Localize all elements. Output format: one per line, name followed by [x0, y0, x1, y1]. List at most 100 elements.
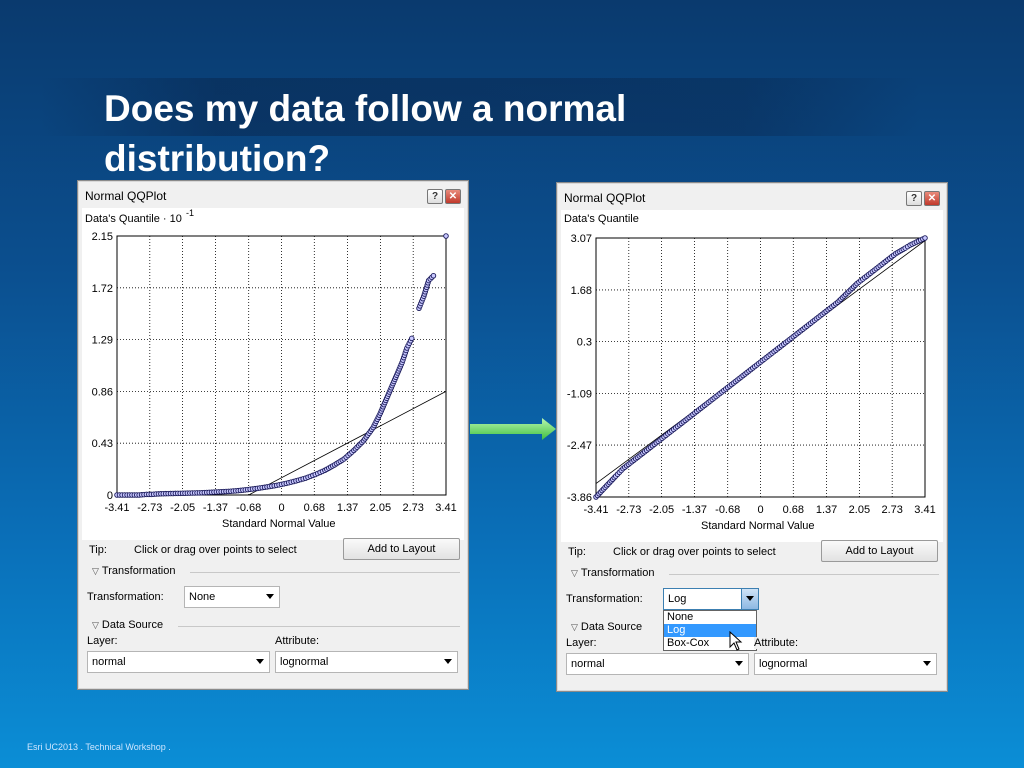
y-tick-label: 0 [107, 490, 113, 502]
close-icon[interactable]: ✕ [445, 189, 461, 204]
layer-value: normal [92, 656, 126, 668]
divider [669, 574, 939, 575]
x-axis-title: Standard Normal Value [222, 518, 336, 530]
x-tick-label: -2.05 [170, 502, 195, 514]
qqplot-window-left: Normal QQPlot ? ✕ Data's Quantile · 10 -… [77, 180, 469, 690]
chevron-down-icon [923, 661, 931, 666]
transformation-value: Log [668, 593, 687, 605]
collapse-icon: ▽ [92, 566, 99, 576]
divider [190, 572, 460, 573]
attribute-select[interactable]: lognormal [275, 651, 458, 673]
datasource-section-header[interactable]: ▽ Data Source [571, 621, 642, 633]
layer-label: Layer: [87, 635, 118, 647]
qqplot-chart[interactable]: -3.41 -2.73 -2.05 -1.37 -0.68 0 0.68 1.37 2.05 2.… [561, 210, 943, 542]
y-tick-label: 0.3 [577, 337, 592, 349]
datasource-section-header[interactable]: ▽ Data Source [92, 619, 163, 631]
right-arrow-icon [470, 418, 556, 440]
x-tick-label: -1.37 [682, 504, 707, 516]
option-none[interactable]: None [667, 611, 694, 623]
data-point [443, 233, 449, 239]
x-tick-label: -0.68 [715, 504, 740, 516]
x-tick-label: 0 [757, 504, 763, 516]
layer-label: Layer: [566, 637, 597, 649]
x-tick-label: 0 [278, 502, 284, 514]
transformation-select[interactable]: Log [663, 588, 759, 610]
divider [178, 626, 460, 627]
y-tick-label: 3.07 [571, 233, 592, 245]
attribute-label: Attribute: [275, 635, 320, 647]
transformation-section-label: Transformation [580, 567, 655, 579]
layer-select[interactable]: normal [566, 653, 749, 675]
qqplot-chart[interactable]: -3.41 -2.73 -2.05 -1.37 -0.68 0 0.68 1.37 2.05 2.… [82, 208, 464, 540]
x-tick-label: 1.37 [816, 504, 837, 516]
transformation-dropdown-list[interactable]: None Log Box-Cox [663, 610, 757, 651]
add-to-layout-button[interactable]: Add to Layout [821, 540, 938, 562]
collapse-icon: ▽ [571, 622, 578, 632]
x-tick-label: -2.73 [616, 504, 641, 516]
y-axis-title: Data's Quantile · 10 [85, 213, 182, 225]
add-to-layout-button[interactable]: Add to Layout [343, 538, 460, 560]
y-tick-label: 2.15 [92, 231, 113, 243]
dropdown-button[interactable] [741, 589, 758, 609]
collapse-icon: ▽ [571, 568, 578, 578]
help-icon[interactable]: ? [906, 191, 922, 206]
y-tick-label: -3.86 [567, 492, 592, 504]
x-tick-label: 2.73 [402, 502, 423, 514]
title-band [40, 78, 920, 136]
footer-text: Esri UC2013 . Technical Workshop . [27, 742, 171, 752]
attribute-select[interactable]: lognormal [754, 653, 937, 675]
tip-text: Click or drag over points to select [613, 546, 776, 558]
mouse-cursor-icon [729, 631, 743, 651]
option-box-cox[interactable]: Box-Cox [667, 637, 710, 649]
chevron-down-icon [256, 659, 264, 664]
x-tick-label: 0.68 [304, 502, 325, 514]
y-tick-label: 1.72 [92, 283, 113, 295]
y-tick-label: 0.43 [92, 438, 113, 450]
datasource-section-label: Data Source [101, 619, 164, 631]
attribute-label: Attribute: [754, 637, 799, 649]
x-tick-label: -3.41 [583, 504, 608, 516]
layer-select[interactable]: normal [87, 651, 270, 673]
x-tick-label: -1.37 [203, 502, 228, 514]
y-tick-label: 1.29 [92, 335, 113, 347]
window-title: Normal QQPlot [564, 191, 646, 205]
tip-label: Tip: [568, 546, 586, 558]
y-tick-label: -1.09 [567, 388, 592, 400]
x-tick-label: -3.41 [104, 502, 129, 514]
transformation-section-header[interactable]: ▽ Transformation [92, 565, 175, 577]
attribute-value: lognormal [759, 658, 808, 670]
option-log[interactable]: Log [664, 624, 756, 637]
x-tick-label: 3.41 [914, 504, 935, 516]
y-axis-exponent: -1 [186, 208, 195, 218]
plot-area[interactable]: Data's Quantile -3.41 -2.73 -2.05 -1.37 -0.6… [561, 210, 943, 542]
x-tick-label: -2.05 [649, 504, 674, 516]
transformation-section-header[interactable]: ▽ Transformation [571, 567, 654, 579]
tip-label: Tip: [89, 544, 107, 556]
x-tick-label: 0.68 [783, 504, 804, 516]
help-icon[interactable]: ? [427, 189, 443, 204]
slide-title: Does my data follow a normal distributio… [104, 88, 627, 179]
x-tick-label: 2.05 [370, 502, 391, 514]
x-axis-title: Standard Normal Value [701, 520, 815, 532]
x-tick-label: 2.05 [849, 504, 870, 516]
plot-area[interactable]: Data's Quantile · 10 -1 -3.41 -2.73 -2.05-… [82, 208, 464, 540]
chevron-down-icon [444, 659, 452, 664]
data-point [922, 235, 928, 241]
reference-line [248, 391, 447, 496]
y-tick-label: 1.68 [571, 285, 592, 297]
layer-value: normal [571, 658, 605, 670]
transformation-section-label: Transformation [101, 565, 176, 577]
close-icon[interactable]: ✕ [924, 191, 940, 206]
attribute-value: lognormal [280, 656, 329, 668]
transformation-value: None [189, 591, 216, 603]
chevron-down-icon [746, 596, 754, 601]
y-tick-label: -2.47 [567, 440, 592, 452]
chevron-down-icon [266, 594, 274, 599]
x-tick-label: -0.68 [236, 502, 261, 514]
datasource-section-label: Data Source [580, 621, 643, 633]
data-point [408, 335, 415, 342]
x-tick-label: 2.73 [881, 504, 902, 516]
collapse-icon: ▽ [92, 620, 99, 630]
transformation-select[interactable]: None [184, 586, 280, 608]
title-bar: Normal QQPlot ? ✕ [78, 181, 468, 207]
